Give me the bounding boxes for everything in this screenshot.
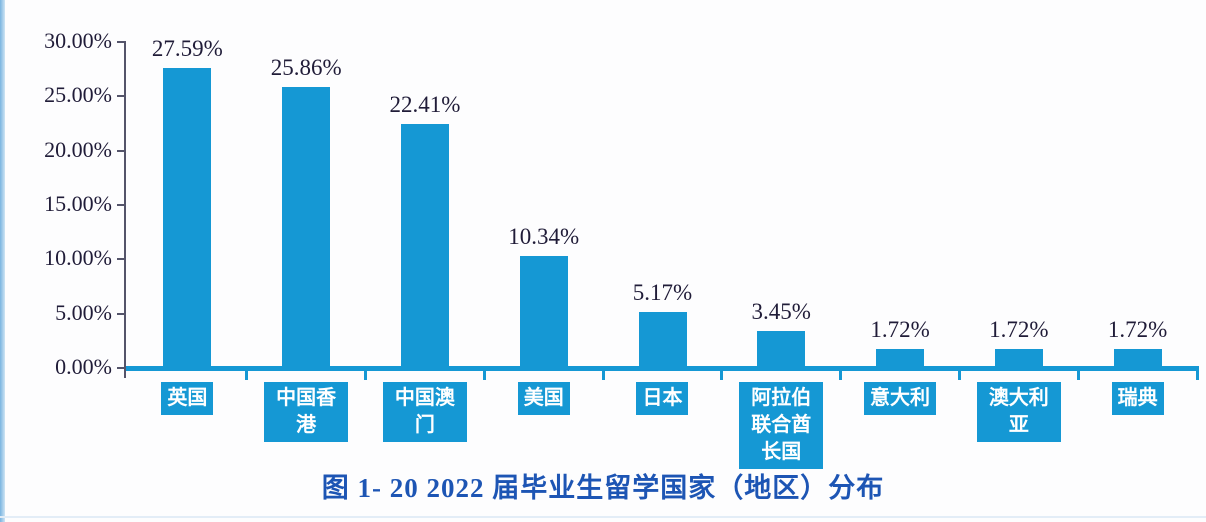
bar-value-label: 1.72% bbox=[870, 317, 930, 343]
x-category-label: 美国 bbox=[517, 382, 570, 415]
x-axis-tick bbox=[245, 366, 249, 380]
bar-value-label: 10.34% bbox=[508, 223, 580, 249]
x-axis-tick bbox=[957, 366, 961, 380]
y-axis-tick bbox=[117, 204, 126, 206]
bar bbox=[876, 349, 925, 368]
x-category-cell: 中国澳门 bbox=[366, 382, 485, 442]
y-tick-label: 5.00% bbox=[55, 299, 112, 325]
chart-title: 图 1- 20 2022 届毕业生留学国家（地区）分布 bbox=[321, 473, 885, 503]
bar bbox=[400, 124, 449, 368]
x-category-label: 英国 bbox=[161, 382, 214, 415]
x-axis-tick bbox=[364, 366, 368, 380]
x-category-cell: 瑞典 bbox=[1078, 382, 1197, 415]
y-axis-tick bbox=[117, 95, 126, 98]
x-category-cell: 中国香港 bbox=[247, 382, 366, 442]
y-axis-tick bbox=[117, 41, 126, 43]
y-axis-line bbox=[124, 42, 126, 378]
bar bbox=[757, 330, 806, 368]
x-category-cell: 意大利 bbox=[841, 382, 960, 415]
y-axis-tick bbox=[117, 312, 126, 315]
bar bbox=[1113, 349, 1162, 368]
bottom-border-line bbox=[0, 516, 1206, 518]
x-category-label: 中国香港 bbox=[264, 382, 349, 442]
x-category-cell: 美国 bbox=[484, 382, 603, 415]
x-axis-tick bbox=[1195, 366, 1199, 380]
x-category-cell: 英国 bbox=[128, 382, 247, 415]
x-category-label: 意大利 bbox=[864, 382, 937, 415]
y-tick-label: 25.00% bbox=[44, 82, 112, 108]
bar bbox=[638, 311, 687, 368]
bar-value-label: 1.72% bbox=[1107, 317, 1168, 343]
left-border-strip bbox=[0, 0, 5, 522]
x-category-label: 日本 bbox=[636, 382, 689, 415]
y-tick-label: 10.00% bbox=[44, 245, 112, 271]
x-category-cell: 阿拉伯联合酋长国 bbox=[722, 382, 841, 469]
x-axis-tick bbox=[839, 366, 843, 380]
bar-value-label: 25.86% bbox=[270, 54, 342, 80]
y-axis-tick bbox=[117, 258, 126, 261]
bar-value-label: 27.59% bbox=[151, 36, 223, 62]
y-axis-tick bbox=[117, 149, 126, 152]
x-category-label: 中国澳门 bbox=[382, 382, 467, 442]
y-axis-tick bbox=[117, 367, 126, 369]
bar-value-label: 3.45% bbox=[751, 298, 811, 324]
x-category-cell: 日本 bbox=[603, 382, 722, 415]
bar-value-label: 1.72% bbox=[989, 317, 1049, 343]
y-tick-label: 20.00% bbox=[44, 136, 112, 162]
y-tick-label: 0.00% bbox=[55, 354, 112, 379]
bar bbox=[163, 68, 212, 368]
x-category-label: 阿拉伯联合酋长国 bbox=[739, 382, 824, 469]
bar bbox=[282, 86, 331, 368]
y-tick-label: 15.00% bbox=[44, 191, 112, 216]
x-category-label: 瑞典 bbox=[1111, 382, 1164, 415]
x-category-cell: 澳大利亚 bbox=[959, 382, 1078, 442]
bar bbox=[994, 349, 1043, 368]
bar bbox=[519, 255, 568, 368]
x-axis-tick bbox=[1076, 366, 1080, 380]
x-axis-line bbox=[126, 366, 1199, 371]
x-category-label: 澳大利亚 bbox=[976, 382, 1061, 442]
bar-value-label: 5.17% bbox=[632, 279, 693, 305]
x-axis-tick bbox=[482, 366, 486, 380]
bar-value-label: 22.41% bbox=[389, 92, 461, 118]
x-axis-tick bbox=[601, 366, 605, 380]
y-tick-label: 30.00% bbox=[44, 28, 112, 53]
x-axis-tick bbox=[720, 366, 724, 380]
